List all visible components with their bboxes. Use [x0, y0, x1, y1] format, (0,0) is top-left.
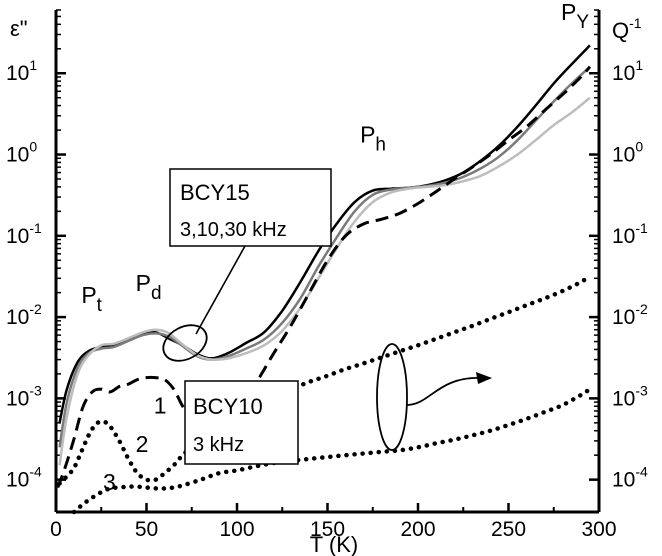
- y-left-tick-exp: 1: [29, 57, 37, 73]
- x-tick-label: 150: [310, 518, 345, 541]
- annotation-ph: Ph: [360, 122, 386, 156]
- y-left-tick-label: 10-2: [6, 301, 42, 329]
- series-line-3: [58, 96, 591, 466]
- q-arrow: [406, 377, 483, 406]
- y-right-axis-title-sup: -1: [629, 15, 642, 31]
- y-left-tick-base: 10: [6, 62, 29, 85]
- y-right-tick-base: 10: [612, 387, 635, 410]
- y-left-tick-base: 10: [6, 387, 29, 410]
- bcy15-box: BCY15 3,10,30 kHz: [169, 168, 332, 247]
- annotation-sub: h: [375, 135, 386, 156]
- annotation-base: P: [136, 270, 151, 296]
- annotation-py: PY: [561, 0, 589, 33]
- y-right-tick-exp: -3: [635, 382, 648, 398]
- x-tick-label: 250: [491, 518, 526, 541]
- y-right-axis-title-base: Q: [612, 18, 629, 43]
- y-left-tick-label: 101: [6, 57, 37, 85]
- bcy10-box-subtitle: 3 kHz: [193, 434, 244, 456]
- x-tick-label: 100: [219, 518, 254, 541]
- y-left-tick-base: 10: [6, 225, 29, 248]
- y-right-tick-exp: -1: [635, 220, 648, 236]
- y-right-tick-label: 10-3: [612, 382, 648, 410]
- series-line-6: [71, 386, 593, 515]
- bcy10-box-title: BCY10: [193, 394, 263, 419]
- overlay-group: [162, 236, 492, 451]
- y-right-axis-title: Q-1: [612, 15, 642, 43]
- annotation-pd: Pd: [136, 270, 162, 304]
- y-right-tick-exp: 1: [635, 57, 643, 73]
- y-right-tick-label: 10-1: [612, 220, 648, 248]
- y-right-tick-label: 101: [612, 57, 643, 85]
- q-ellipse: [376, 343, 408, 451]
- x-tick-label: 300: [581, 518, 616, 541]
- y-left-tick-label: 10-4: [6, 464, 42, 492]
- x-axis-title: T (K): [310, 532, 358, 556]
- y-right-tick-label: 10-2: [612, 301, 648, 329]
- annotation-n1: 1: [154, 393, 167, 419]
- annotation-base: P: [81, 282, 96, 308]
- annotation-n3: 3: [103, 469, 116, 495]
- y-left-tick-label: 10-1: [6, 220, 42, 248]
- y-right-tick-exp: -2: [635, 301, 648, 317]
- x-tick-label: 50: [135, 518, 158, 541]
- pd-ellipse: [162, 324, 208, 362]
- annotation-base: P: [561, 0, 576, 25]
- annotation-sub: Y: [576, 12, 589, 33]
- y-left-tick-label: 100: [6, 139, 37, 167]
- y-right-tick-base: 10: [612, 225, 635, 248]
- y-right-tick-exp: 0: [635, 139, 643, 155]
- y-left-tick-exp: -4: [29, 464, 42, 480]
- y-left-tick-base: 10: [6, 469, 29, 492]
- bcy10-box-frame: [184, 380, 299, 465]
- bcy15-pointer: [195, 236, 251, 335]
- series-line-5: [57, 273, 593, 486]
- y-right-tick-base: 10: [612, 62, 635, 85]
- y-right-tick-label: 100: [612, 139, 643, 167]
- y-left-tick-exp: -1: [29, 220, 42, 236]
- y-right-tick-label: 10-4: [612, 464, 648, 492]
- x-tick-label: 200: [400, 518, 435, 541]
- bcy15-box-frame: [169, 168, 332, 247]
- bcy10-box: BCY10 3 kHz: [184, 380, 299, 465]
- plot-frame: [54, 9, 601, 514]
- annotation-sub: t: [97, 295, 103, 316]
- y-left-tick-exp: -2: [29, 301, 42, 317]
- y-right-tick-base: 10: [612, 469, 635, 492]
- y-left-tick-base: 10: [6, 306, 29, 329]
- annotation-n2: 2: [136, 431, 149, 457]
- annotation-pt: Pt: [81, 282, 102, 316]
- series-line-2: [58, 65, 591, 448]
- x-tick-label: 0: [50, 518, 62, 541]
- q-arrowhead: [476, 372, 492, 384]
- y-right-tick-base: 10: [612, 306, 635, 329]
- bcy15-box-title: BCY15: [180, 180, 250, 205]
- y-right-tick-base: 10: [612, 144, 635, 167]
- y-right-tick-exp: -4: [635, 464, 648, 480]
- y-left-tick-exp: -3: [29, 382, 42, 398]
- annotation-base: P: [360, 122, 375, 148]
- y-left-tick-exp: 0: [29, 139, 37, 155]
- annotation-sub: d: [151, 283, 162, 304]
- y-left-tick-base: 10: [6, 144, 29, 167]
- y-left-tick-label: 10-3: [6, 382, 42, 410]
- bcy15-box-subtitle: 3,10,30 kHz: [180, 219, 287, 241]
- y-left-axis-title: ε": [10, 16, 28, 41]
